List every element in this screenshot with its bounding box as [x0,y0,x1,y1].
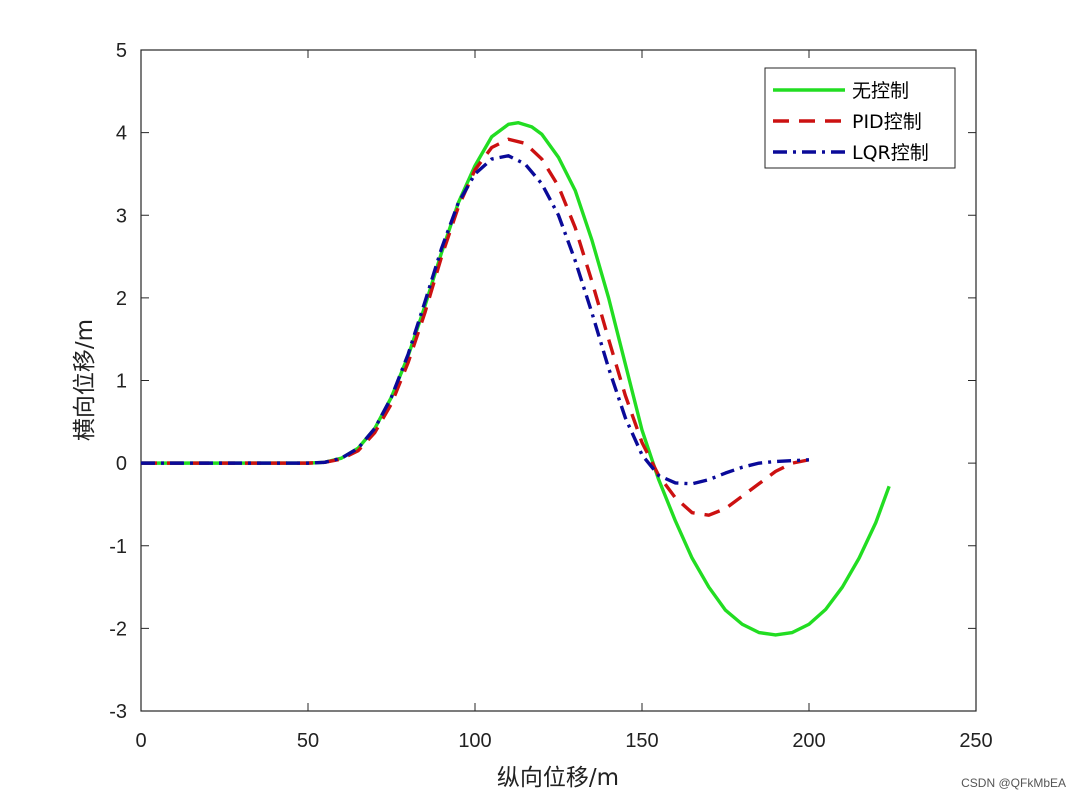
y-tick-label: -2 [109,618,127,640]
y-tick-label: 0 [116,453,127,475]
x-tick-label: 200 [792,730,825,752]
axis-ticks: 0 50 100 150 200 250 -3 -2 -1 0 1 2 3 4 5 [109,40,992,752]
x-tick-label: 250 [959,730,992,752]
y-tick-label: 5 [116,40,127,62]
y-tick-label: 1 [116,371,127,393]
x-tick-label: 50 [297,730,319,752]
y-tick-label: -3 [109,701,127,723]
legend: 无控制 PID控制 LQR控制 [764,67,956,169]
y-tick-label: 3 [116,205,127,227]
watermark: CSDN @QFkMbEA [961,776,1066,790]
series-layer [141,121,891,637]
x-tick-label: 0 [135,730,146,752]
legend-label-3: LQR控制 [852,142,929,164]
series-line-3 [141,154,810,486]
legend-box [764,67,956,169]
y-tick-label: 2 [116,288,127,310]
legend-label-2: PID控制 [852,111,922,133]
y-axis-label: 横向位移/m [72,319,98,441]
y-tick-label: 4 [116,123,127,145]
y-tick-label: -1 [109,536,127,558]
x-tick-label: 150 [625,730,658,752]
x-axis-label: 纵向位移/m [497,765,619,791]
series-line-1 [141,121,891,637]
series-line-2 [141,137,810,517]
x-tick-label: 100 [458,730,491,752]
legend-label-1: 无控制 [852,80,909,102]
